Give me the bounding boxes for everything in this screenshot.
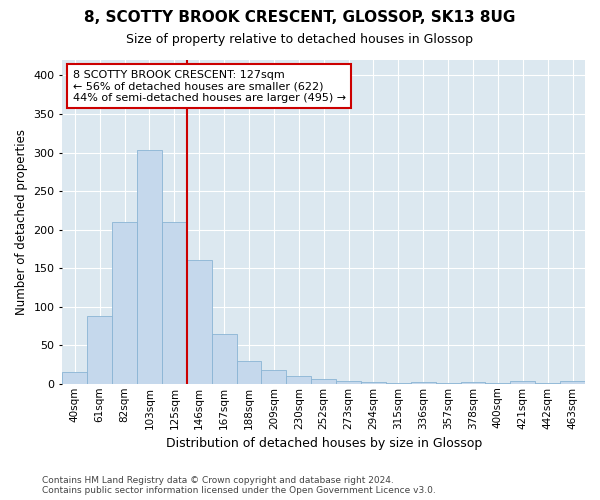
Bar (361, 382, 386, 384)
Bar (560, 382, 585, 384)
Text: Size of property relative to detached houses in Glossop: Size of property relative to detached ho… (127, 32, 473, 46)
Bar (461, 382, 485, 384)
Bar (236, 360, 262, 384)
X-axis label: Distribution of detached houses by size in Glossop: Distribution of detached houses by size … (166, 437, 482, 450)
Bar (162, 222, 187, 384)
Bar (436, 383, 461, 384)
Text: 8 SCOTTY BROOK CRESCENT: 127sqm
← 56% of detached houses are smaller (622)
44% o: 8 SCOTTY BROOK CRESCENT: 127sqm ← 56% of… (73, 70, 346, 103)
Bar (187, 260, 212, 384)
Bar (62, 372, 87, 384)
Bar (535, 383, 560, 384)
Bar (262, 370, 286, 384)
Text: Contains HM Land Registry data © Crown copyright and database right 2024.
Contai: Contains HM Land Registry data © Crown c… (42, 476, 436, 495)
Bar (137, 150, 162, 384)
Bar (411, 382, 436, 384)
Bar (311, 379, 336, 384)
Bar (87, 316, 112, 384)
Text: 8, SCOTTY BROOK CRESCENT, GLOSSOP, SK13 8UG: 8, SCOTTY BROOK CRESCENT, GLOSSOP, SK13 … (85, 10, 515, 25)
Bar (386, 383, 411, 384)
Bar (511, 380, 535, 384)
Bar (112, 222, 137, 384)
Y-axis label: Number of detached properties: Number of detached properties (15, 129, 28, 315)
Bar (286, 376, 311, 384)
Bar (485, 383, 511, 384)
Bar (336, 382, 361, 384)
Bar (212, 334, 236, 384)
